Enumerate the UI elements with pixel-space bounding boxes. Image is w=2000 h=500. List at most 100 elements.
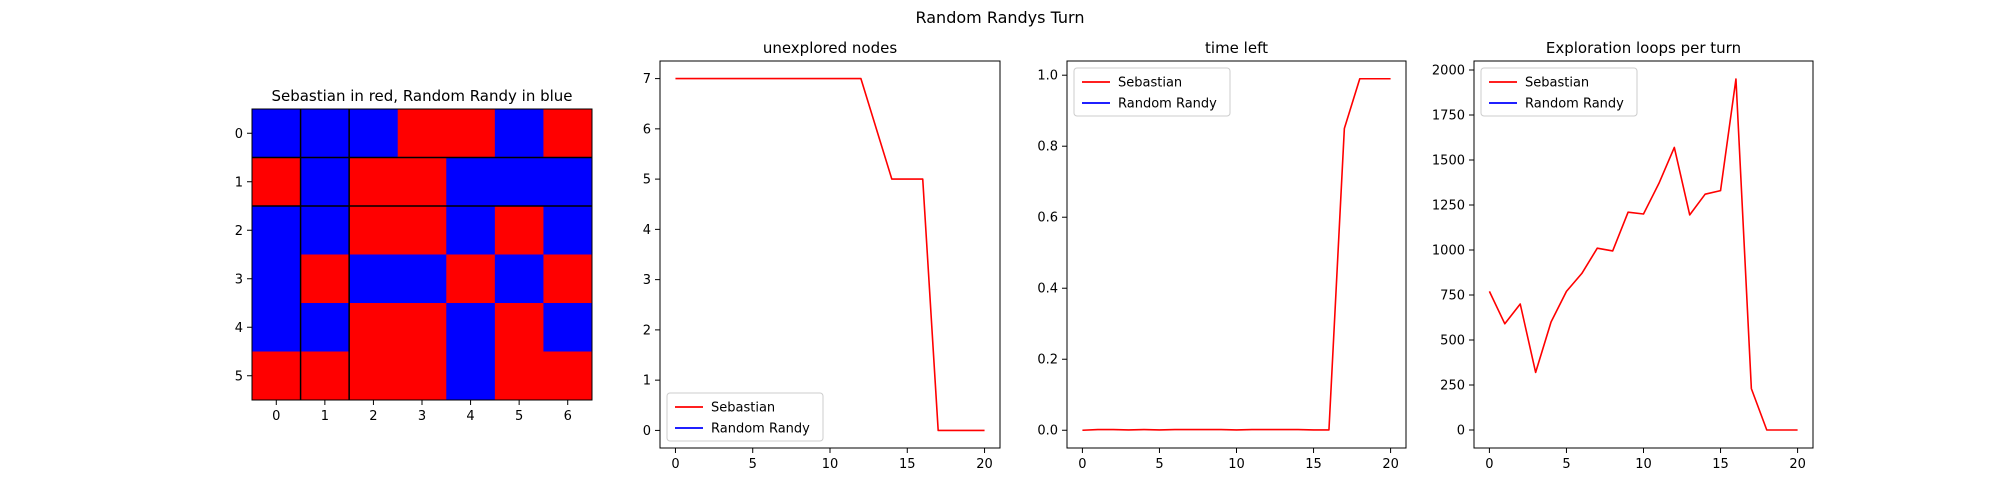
axes-title: unexplored nodes [763, 39, 898, 57]
legend-label: Sebastian [711, 401, 775, 416]
heatmap-cell [543, 206, 593, 255]
series-line [1488, 78, 1798, 431]
legend-box [1480, 67, 1638, 117]
x-tick-label: 3 [418, 409, 426, 424]
legend-label: Random Randy [1118, 97, 1217, 112]
heatmap-cell [397, 109, 447, 158]
heatmap-panel: 0 1 2 3 4 5 6 0 1 2 3 4 5 Sebastian in red, Random Ra… [235, 87, 593, 424]
heatmap-cell [252, 351, 302, 401]
heatmap-cell [252, 206, 302, 255]
heatmap-cell [543, 254, 593, 304]
y-tick-label: 0.2 [1037, 353, 1058, 368]
x-tick-label: 0 [272, 409, 280, 424]
heatmap-cell [446, 351, 496, 401]
x-tick-label: 10 [1228, 457, 1245, 472]
heatmap-cell [252, 157, 302, 207]
y-tick-label: 2 [643, 323, 651, 338]
y-tick-label: 5 [643, 173, 651, 188]
y-tick-label: 250 [1440, 379, 1465, 394]
heatmap-cell [349, 351, 399, 401]
y-tick-label: 0 [1457, 424, 1465, 439]
heatmap-cell [300, 157, 350, 207]
y-tick-label: 4 [235, 321, 243, 336]
x-tick-label: 0 [1485, 457, 1493, 472]
x-tick-label: 15 [1712, 457, 1729, 472]
x-tick-label: 10 [1635, 457, 1652, 472]
heatmap-cell [349, 254, 399, 304]
y-tick-label: 1500 [1432, 154, 1465, 169]
heatmap-cell [446, 206, 496, 255]
x-tick-label: 20 [976, 457, 993, 472]
legend: Sebastian Random Randy [666, 392, 824, 442]
x-tick-label: 0 [671, 457, 679, 472]
unexplored-nodes-panel: 0 5 10 15 20 0 1 2 3 4 5 6 7 unexplored nodes Sebastia… [643, 39, 1001, 472]
y-tick-label: 0.4 [1037, 282, 1058, 297]
heatmap-cell [543, 303, 593, 352]
legend-box [666, 392, 824, 442]
heatmap-cell [494, 206, 544, 255]
series-line [675, 77, 985, 432]
y-tick-label: 750 [1440, 289, 1465, 304]
axes-frame [659, 60, 1001, 449]
heatmap-cell [543, 351, 593, 401]
y-tick-label: 0.0 [1037, 424, 1058, 439]
legend-label: Sebastian [1525, 76, 1589, 91]
heatmap-cell [300, 254, 350, 304]
axes-title: Exploration loops per turn [1546, 39, 1741, 57]
heatmap-cell [494, 109, 544, 158]
x-tick-label: 4 [466, 409, 474, 424]
heatmap-cell [300, 351, 350, 401]
y-tick-label: 0.8 [1037, 140, 1058, 155]
heatmap-cell [349, 109, 399, 158]
y-tick-label: 4 [643, 223, 651, 238]
x-tick-label: 15 [1305, 457, 1322, 472]
axes-frame [1066, 60, 1407, 449]
heatmap-cell [494, 157, 544, 207]
heatmap-cell [494, 254, 544, 304]
x-tick-label: 5 [749, 457, 757, 472]
legend-box [1073, 67, 1231, 117]
heatmap-cell [397, 254, 447, 304]
x-tick-label: 5 [1562, 457, 1570, 472]
legend-label: Sebastian [1118, 76, 1182, 91]
y-tick-label: 6 [643, 122, 651, 137]
y-tick-label: 1.0 [1037, 69, 1058, 84]
heatmap-cell [397, 303, 447, 352]
x-tick-label: 10 [822, 457, 839, 472]
y-tick-label: 1750 [1432, 109, 1465, 124]
x-tick-label: 6 [564, 409, 572, 424]
time-left-panel: 0 5 10 15 20 0.0 0.2 0.4 0.6 0.8 1.0 time left Sebas… [1037, 39, 1407, 472]
x-tick-label: 5 [515, 409, 523, 424]
exploration-loops-panel: 0 5 10 15 20 0 250 500 750 1000 1250 1500 1750 2000 Ex… [1432, 39, 1814, 472]
figure-suptitle: Random Randys Turn [915, 8, 1084, 27]
heatmap-cell [543, 157, 593, 207]
y-tick-label: 3 [235, 272, 243, 287]
heatmap-cell [349, 303, 399, 352]
legend: Sebastian Random Randy [1480, 67, 1638, 117]
x-tick-label: 20 [1789, 457, 1806, 472]
heatmap-cell [494, 351, 544, 401]
heatmap-title: Sebastian in red, Random Randy in blue [271, 87, 572, 105]
legend-label: Random Randy [1525, 97, 1624, 112]
heatmap-cell [397, 351, 447, 401]
y-tick-label: 2 [235, 224, 243, 239]
y-tick-label: 1 [643, 374, 651, 389]
heatmap-cell [446, 254, 496, 304]
y-tick-label: 1 [235, 175, 243, 190]
y-tick-label: 1250 [1432, 199, 1465, 214]
heatmap-cell [446, 303, 496, 352]
y-tick-label: 0.6 [1037, 211, 1058, 226]
x-tick-label: 2 [369, 409, 377, 424]
heatmap-cell [300, 206, 350, 255]
x-tick-label: 20 [1382, 457, 1399, 472]
y-tick-label: 7 [643, 72, 651, 87]
heatmap-cell [494, 303, 544, 352]
y-tick-label: 5 [235, 369, 243, 384]
heatmap-cell [300, 303, 350, 352]
heatmap-cell [349, 206, 399, 255]
heatmap-cell [446, 109, 496, 158]
legend-label: Random Randy [711, 422, 810, 437]
heatmap-cell [543, 109, 593, 158]
y-tick-label: 0 [235, 127, 243, 142]
